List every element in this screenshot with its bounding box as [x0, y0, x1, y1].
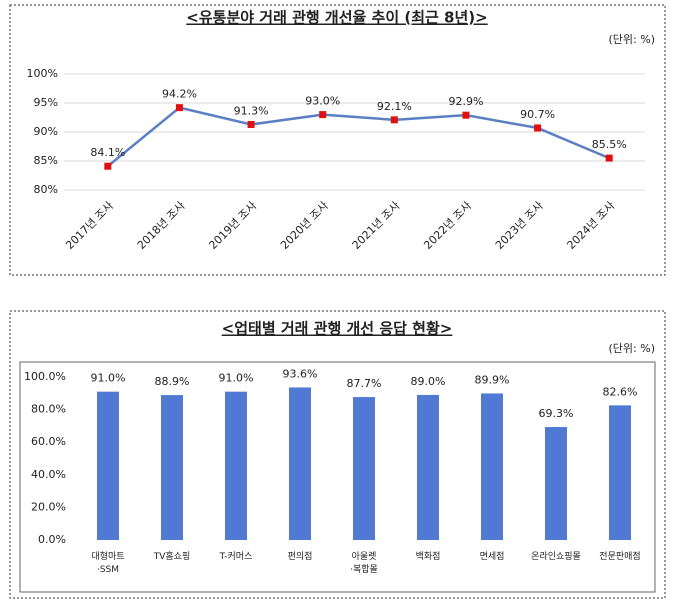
y-tick-label: 80% — [34, 183, 58, 196]
y-tick-label: 95% — [34, 96, 58, 109]
bar — [609, 405, 631, 540]
value-label: 69.3% — [539, 407, 574, 420]
x-tick-label: 백화점 — [415, 552, 441, 562]
value-label: 85.5% — [592, 138, 627, 151]
y-tick-label: 100.0% — [24, 370, 66, 383]
x-tick-label: 전문판매점 — [599, 552, 641, 562]
x-tick-label: 2017년 조사 — [63, 199, 116, 252]
bar — [161, 395, 183, 540]
marker — [104, 162, 112, 170]
x-tick-label: 온라인쇼핑몰 — [531, 552, 581, 562]
x-tick-label: 2019년 조사 — [206, 199, 259, 252]
value-label: 91.3% — [234, 104, 269, 117]
value-label: 93.6% — [283, 367, 318, 380]
chart-frame — [9, 4, 666, 276]
x-tick-label: TV홈쇼핑 — [153, 552, 191, 562]
value-label: 89.9% — [475, 373, 510, 386]
y-tick-label: 60.0% — [31, 435, 66, 448]
unit-label: (단위: %) — [609, 342, 655, 355]
unit-label: (단위: %) — [609, 33, 655, 46]
value-label: 88.9% — [155, 375, 190, 388]
value-label: 93.0% — [305, 95, 340, 108]
value-label: 84.1% — [90, 146, 125, 159]
x-tick-label: 편의점 — [287, 552, 313, 562]
bar — [481, 393, 503, 540]
plot-frame — [19, 361, 656, 593]
line-series — [107, 106, 610, 168]
value-label: 91.0% — [219, 372, 254, 385]
chart-frame — [9, 310, 666, 599]
marker — [390, 116, 398, 124]
x-tick-label: 2024년 조사 — [564, 199, 617, 252]
y-tick-label: 20.0% — [31, 500, 66, 513]
x-tick-label: 아울렛 ·복합몰 — [350, 552, 378, 575]
bar — [545, 427, 567, 540]
y-tick-label: 85% — [34, 154, 58, 167]
chart-title: <업태별 거래 관행 개선 응답 현황> — [222, 320, 453, 338]
value-label: 82.6% — [603, 385, 638, 398]
value-label: 89.0% — [411, 375, 446, 388]
x-tick-label: 2022년 조사 — [421, 199, 474, 252]
marker — [605, 154, 613, 162]
value-label: 90.7% — [520, 108, 555, 121]
value-label: 91.0% — [91, 372, 126, 385]
y-tick-label: 100% — [27, 67, 58, 80]
value-label: 94.2% — [162, 88, 197, 101]
bar — [97, 391, 119, 540]
value-label: 87.7% — [347, 377, 382, 390]
y-tick-label: 0.0% — [38, 533, 66, 546]
x-tick-label: T-커머스 — [219, 552, 253, 562]
marker — [462, 111, 470, 119]
y-tick-label: 90% — [34, 125, 58, 138]
y-tick-label: 80.0% — [31, 403, 66, 416]
x-tick-label: 2021년 조사 — [350, 199, 403, 252]
bar — [353, 397, 375, 540]
bar — [417, 394, 439, 540]
bar — [289, 387, 311, 540]
marker — [247, 120, 255, 128]
x-tick-label: 2020년 조사 — [278, 199, 331, 252]
x-tick-label: 2023년 조사 — [493, 199, 546, 252]
x-tick-label: 2018년 조사 — [135, 199, 188, 252]
marker — [534, 124, 542, 132]
marker — [175, 104, 183, 112]
x-tick-label: 면세점 — [479, 552, 505, 562]
value-label: 92.9% — [448, 95, 483, 108]
y-tick-label: 40.0% — [31, 468, 66, 481]
chart-title: <유통분야 거래 관행 개선율 추이 (최근 8년)> — [186, 9, 487, 27]
marker — [319, 111, 327, 119]
value-label: 92.1% — [377, 100, 412, 113]
bar — [225, 391, 247, 540]
x-tick-label: 대형마트 ·SSM — [91, 552, 125, 575]
